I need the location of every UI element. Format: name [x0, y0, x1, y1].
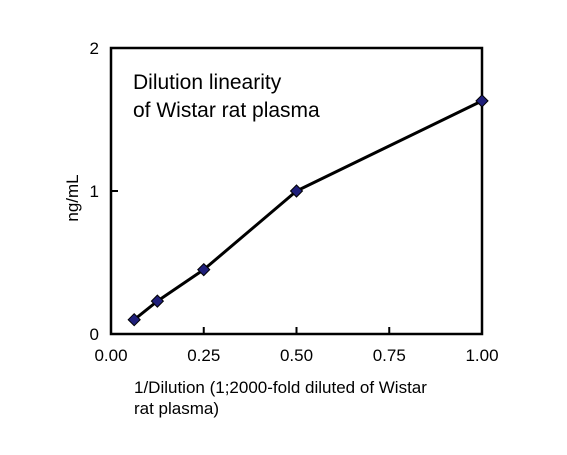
x-tick-label: 0.75 [373, 346, 406, 365]
data-point-marker [289, 184, 304, 198]
y-tick-label: 2 [90, 39, 99, 58]
series-line [133, 99, 483, 321]
data-point-marker [197, 262, 211, 277]
chart-title-line-2: of Wistar rat plasma [133, 99, 320, 122]
y-tick-label: 0 [90, 325, 99, 344]
x-tick-label: 1.00 [465, 346, 498, 365]
data-point-marker [150, 294, 165, 308]
series-layer [127, 94, 489, 327]
x-tick-label: 0.25 [187, 346, 220, 365]
x-axis-title-line-1: 1/Dilution (1;2000-fold diluted of Wista… [134, 378, 427, 397]
data-point-marker [475, 94, 489, 108]
y-tick-label: 1 [90, 182, 99, 201]
x-axis-title-line-2: rat plasma) [134, 399, 219, 418]
y-axis-title: ng/mL [63, 174, 82, 221]
data-point-marker [127, 312, 141, 327]
x-tick-label: 0.00 [94, 346, 127, 365]
x-tick-label: 0.50 [280, 346, 313, 365]
chart-title-line-1: Dilution linearity [133, 71, 282, 94]
y-axis-ticks: 0 1 2 [90, 39, 118, 344]
x-axis-ticks: 0.00 0.25 0.50 0.75 1.00 [94, 327, 499, 365]
